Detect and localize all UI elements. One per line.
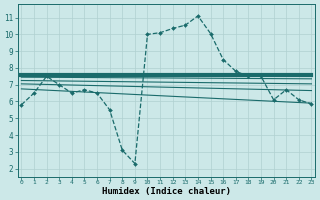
X-axis label: Humidex (Indice chaleur): Humidex (Indice chaleur) [102, 187, 231, 196]
